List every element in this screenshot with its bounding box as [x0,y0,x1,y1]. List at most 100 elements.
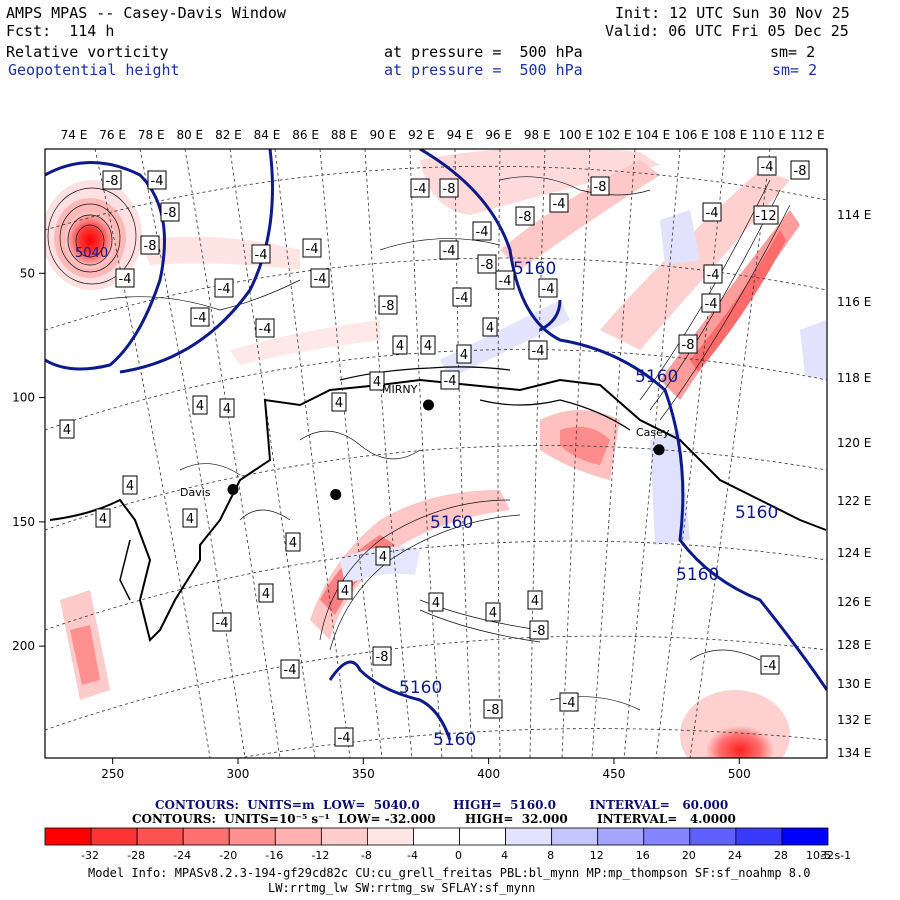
height-label: 5160 [433,730,476,750]
vorticity-label: 4 [258,583,274,603]
vorticity-label: -8 [477,254,497,274]
vorticity-labels: -8 -4-4 -8-12-8-4-8-8 -4 -4-4-4-8-4-4-4-4-4-… [59,156,810,747]
vorticity-label: 4 [331,392,347,412]
vorticity-label: -4 [701,293,721,313]
svg-text:4: 4 [63,423,71,438]
station-marker [227,484,239,496]
svg-text:4: 4 [379,550,387,565]
colorbar-swatch [44,827,92,846]
vorticity-label: -8 [378,295,398,315]
top-lon-label: 86 E [292,128,319,142]
colorbar-tick-label: 16 [636,849,650,862]
vorticity-label: 4 [527,590,543,610]
svg-text:-4: -4 [563,696,576,711]
colorbar-swatch [136,827,184,846]
field1-smoothing: sm= 2 [770,43,816,61]
colorbar-swatch [643,827,691,846]
svg-text:4: 4 [489,606,497,621]
top-longitude-labels: 74 E 76 E 78 E 80 E 82 E 84 E 86 E 88 E 90 E 92 E… [61,128,825,142]
svg-text:-8: -8 [481,258,494,273]
height-label: 5160 [735,503,778,523]
colorbar-swatch [459,827,506,846]
y-tick-label: 50 [20,266,35,280]
svg-text:-8: -8 [487,703,500,718]
colorbar-swatch [367,827,414,846]
colorbar: -32 -28 -24 -20 -16 -12 -8 -4 0 4 8 12 16 20 24 28 3210-… [44,827,851,862]
top-lon-label: 102 E [597,128,631,142]
field1-level: at pressure = 500 hPa [384,43,583,61]
colorbar-tick-label: 20 [682,849,696,862]
vorticity-label: 4 [420,335,436,355]
colorbar-tick-label: 0 [455,849,462,862]
colorbar-tick-label: 12 [590,849,604,862]
model-info-line1: Model Info: MPASv8.2.3-194-gf29cd82c CU:… [88,866,811,880]
vorticity-label: -4 [702,202,722,222]
svg-text:-8: -8 [533,624,546,639]
vorticity-contour-info: CONTOURS: UNITS=10⁻⁵ s⁻¹ LOW= -32.000 HI… [132,812,736,826]
vorticity-label: 4 [59,419,75,439]
svg-text:-4: -4 [553,197,566,212]
svg-text:-4: -4 [542,282,555,297]
svg-text:-4: -4 [259,322,272,337]
x-tick-label: 400 [477,767,500,781]
right-lon-label: 114 E [837,208,871,222]
svg-text:-8: -8 [106,174,119,189]
colorbar-unit-label: 10-5 s-1 [806,849,851,862]
colorbar-tick-label: 24 [728,849,742,862]
station-marker [653,444,665,456]
field1-name: Relative vorticity [6,43,169,61]
vorticity-label: 4 [95,508,111,528]
top-lon-label: 110 E [752,128,786,142]
x-axis: 250 300 350 400 450 500 [101,758,751,781]
svg-text:-4: -4 [707,268,720,283]
colorbar-swatch [689,827,737,846]
right-lon-label: 124 E [837,546,871,560]
vorticity-label: 4 [285,532,301,552]
svg-text:-4: -4 [119,272,132,287]
svg-text:4: 4 [186,512,194,527]
top-lon-label: 112 E [790,128,824,142]
colorbar-tick-label: -16 [265,849,283,862]
svg-text:4: 4 [373,375,381,390]
graticule [45,149,827,758]
vorticity-label: 4 [122,475,138,495]
vorticity-label: -4 [452,287,472,307]
svg-text:4: 4 [223,402,231,417]
svg-text:-8: -8 [594,180,607,195]
top-lon-label: 74 E [61,128,88,142]
height-label: 5160 [430,513,473,533]
vorticity-label: -4 [302,238,322,258]
top-lon-label: 80 E [176,128,203,142]
svg-text:-4: -4 [499,274,512,289]
colorbar-swatch [228,827,276,846]
top-lon-label: 106 E [674,128,708,142]
top-lon-label: 108 E [713,128,747,142]
right-lon-label: 128 E [837,638,871,652]
vorticity-label: 4 [369,371,385,391]
vorticity-label: -4 [703,264,723,284]
svg-text:-4: -4 [761,160,774,175]
svg-text:-8: -8 [682,338,695,353]
vorticity-label: -4 [214,278,234,298]
top-lon-label: 94 E [447,128,474,142]
colorbar-swatch [90,827,138,846]
vorticity-label: 4 [192,395,208,415]
svg-text:4: 4 [460,348,468,363]
field2-name: Geopotential height [8,61,180,79]
place-label-casey: Casey [636,426,670,439]
vorticity-label: -12 [753,205,779,225]
top-lon-label: 96 E [485,128,512,142]
svg-text:-4: -4 [414,182,427,197]
right-lon-label: 118 E [837,371,871,385]
vorticity-label: -8 [372,646,392,666]
svg-text:-4: -4 [444,374,457,389]
svg-text:4: 4 [424,339,432,354]
top-lon-label: 98 E [524,128,551,142]
vorticity-shading [45,149,826,758]
height-label: 5160 [635,367,678,387]
colorbar-swatch [320,827,368,846]
vorticity-label: 4 [392,335,408,355]
right-lon-label: 120 E [837,436,871,450]
vorticity-label: -4 [115,268,135,288]
